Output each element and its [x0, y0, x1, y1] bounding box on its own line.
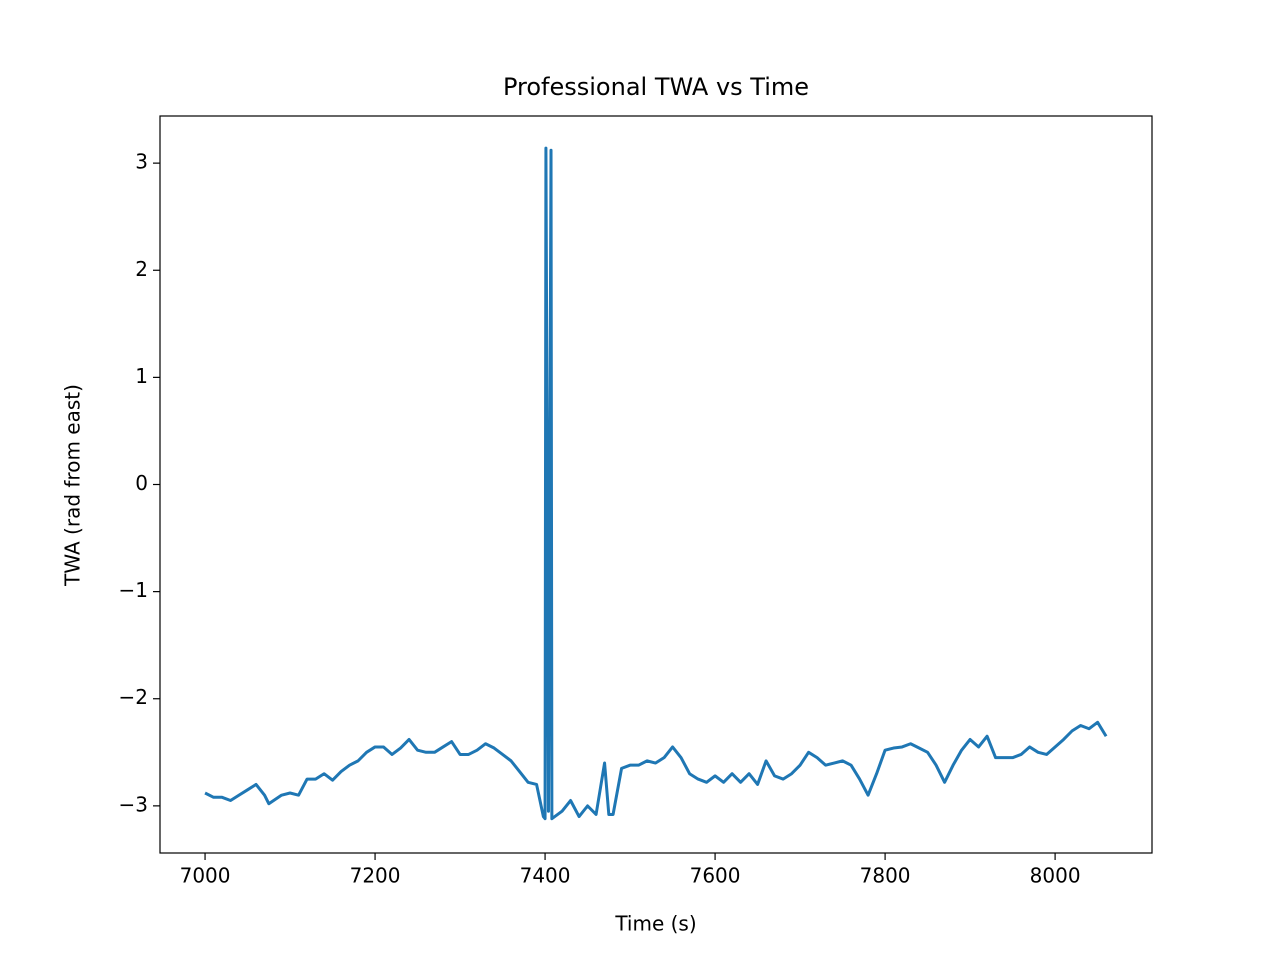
y-tick-label: 1	[135, 364, 148, 388]
y-axis-label: TWA (rad from east)	[61, 384, 85, 587]
plot-frame	[159, 115, 1153, 854]
x-tick-label: 7000	[180, 864, 231, 888]
x-tick-label: 7400	[520, 864, 571, 888]
y-tick-label: 3	[135, 150, 148, 174]
y-tick-label: −1	[119, 578, 148, 602]
x-tick-label: 7200	[350, 864, 401, 888]
y-tick-label: 0	[135, 471, 148, 495]
x-tick-label: 8000	[1030, 864, 1081, 888]
x-tick-label: 7800	[860, 864, 911, 888]
y-tick-label: 2	[135, 257, 148, 281]
y-tick-label: −3	[119, 792, 148, 816]
data-line	[204, 146, 1108, 821]
chart-title: Professional TWA vs Time	[503, 73, 809, 101]
x-axis-label: Time (s)	[614, 912, 696, 936]
y-tick-label: −2	[119, 685, 148, 709]
x-tick-label: 7600	[690, 864, 741, 888]
